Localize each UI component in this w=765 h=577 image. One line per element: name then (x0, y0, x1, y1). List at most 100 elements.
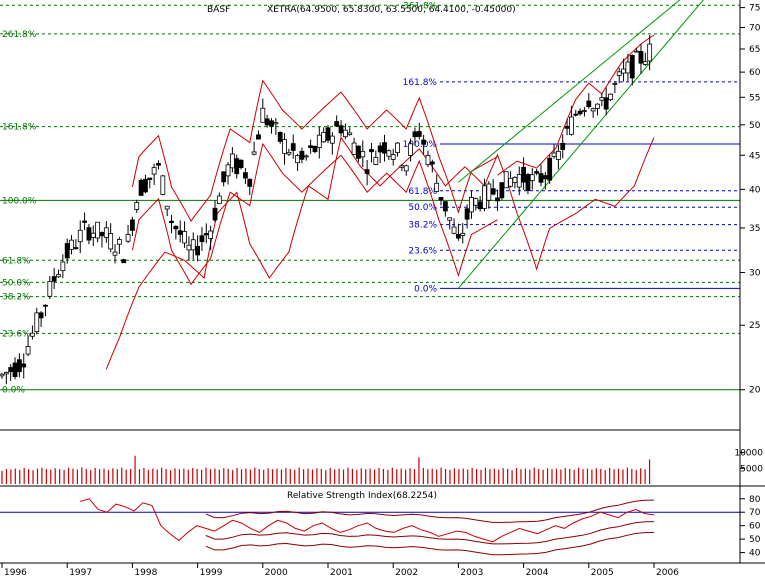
candle-body (73, 247, 79, 249)
x-tick-label: 1998 (134, 568, 157, 577)
candle-body (0, 373, 5, 377)
candle-body (25, 346, 31, 355)
candle-body (595, 103, 600, 109)
candle-body (282, 139, 287, 154)
candle-body (490, 188, 496, 195)
candle-body (316, 134, 322, 149)
candle-body (138, 179, 144, 196)
candle-body (625, 61, 631, 74)
candle-body (47, 281, 53, 297)
x-tick-label: 2006 (656, 568, 679, 577)
candle-body (529, 174, 535, 181)
candle-body (547, 157, 553, 181)
y-tick-label: 70 (749, 24, 761, 34)
fib-left-label: 38.2% (2, 293, 31, 303)
rsi-line (80, 498, 655, 543)
candle-body (60, 261, 66, 271)
candle-body (590, 108, 596, 112)
x-tick-label: 2005 (591, 568, 614, 577)
candle-body (303, 155, 309, 158)
candle-body (542, 175, 548, 180)
candle-body (538, 173, 544, 183)
candle-body (221, 171, 227, 183)
candle-body (286, 151, 292, 155)
candle-body (229, 153, 235, 169)
candle-body (121, 259, 127, 264)
candle-body (43, 304, 48, 307)
candle-body (95, 221, 101, 239)
fib-right-label: 23.6% (408, 246, 437, 256)
candle-body (351, 142, 357, 155)
fib-left-label: 61.8% (2, 256, 31, 266)
x-tick-label: 2002 (395, 568, 418, 577)
candle-body (460, 232, 466, 236)
candle-body (51, 276, 57, 282)
y-tick-label: 55 (749, 93, 760, 103)
candle-body (477, 201, 483, 210)
fib-left-label: 50.0% (2, 278, 31, 288)
candle-body (125, 234, 131, 242)
candle-body (264, 118, 270, 126)
candle-body (434, 182, 440, 192)
fib-right-label: 161.8% (403, 78, 438, 88)
candle-body (225, 164, 231, 177)
candle-body (169, 220, 174, 224)
candle-body (416, 131, 422, 137)
x-tick-label: 1999 (200, 568, 223, 577)
chart-subtitle: XETRA(64.9500, 65.8300, 63.5500, 64.4100… (267, 5, 516, 15)
trend-upper (458, 0, 681, 183)
candle-body (603, 97, 609, 110)
fib-left-label: 361.8% (403, 1, 438, 11)
candle-body (495, 197, 500, 202)
candle-body (473, 198, 479, 206)
candle-body (360, 150, 366, 158)
fib-left-label: 261.8% (2, 30, 37, 40)
candle-body (464, 208, 470, 220)
candle-body (469, 197, 474, 213)
candle-body (364, 169, 370, 174)
y-axis-price: 20 25 30 35 40 45 50 55 60 65 70 75 (740, 4, 761, 396)
candle-body (569, 116, 574, 135)
candle-body (560, 142, 566, 150)
candle-body (342, 129, 348, 138)
rsi-lines (0, 498, 740, 556)
candle-body (425, 154, 431, 165)
candle-body (86, 227, 92, 241)
candle-body (395, 142, 400, 153)
fib-right-label: 38.2% (408, 221, 437, 231)
candle-body (238, 159, 244, 169)
volume-panel: 5000 10000 (0, 429, 763, 484)
candle-body (634, 50, 640, 53)
fib-right-label: 50.0% (408, 203, 437, 213)
candle-body (299, 150, 305, 160)
y-tick-label: 60 (749, 68, 761, 78)
fib-right-label: 61.8% (408, 187, 437, 197)
candle-body (243, 172, 248, 179)
candle-body (216, 195, 222, 205)
trend-channel (458, 0, 704, 289)
candle-body (521, 166, 526, 183)
x-tick-label: 1996 (4, 568, 27, 577)
candle-body (90, 232, 96, 238)
x-tick-label: 2000 (265, 568, 288, 577)
candle-body (308, 145, 314, 148)
candle-body (147, 177, 153, 180)
y-axis-rsi: 40 50 60 70 80 (740, 495, 761, 559)
x-axis-years: 1996 1997 1998 1999 2000 2001 2002 2003 2004 2005… (1, 563, 679, 577)
y-tick-label: 75 (749, 4, 760, 14)
candle-body (12, 362, 18, 377)
candle-body (386, 150, 392, 157)
candle-body (586, 100, 592, 107)
candle-body (129, 219, 135, 231)
candle-body (512, 176, 518, 183)
candle-body (8, 367, 14, 373)
candle-body (338, 125, 344, 134)
candle-body (21, 363, 27, 368)
candle-body (382, 142, 387, 154)
x-tick-label: 2003 (460, 568, 483, 577)
candle-body (56, 274, 61, 278)
candle-body (321, 131, 327, 143)
candle-body (116, 239, 122, 245)
candle-body (503, 171, 509, 189)
